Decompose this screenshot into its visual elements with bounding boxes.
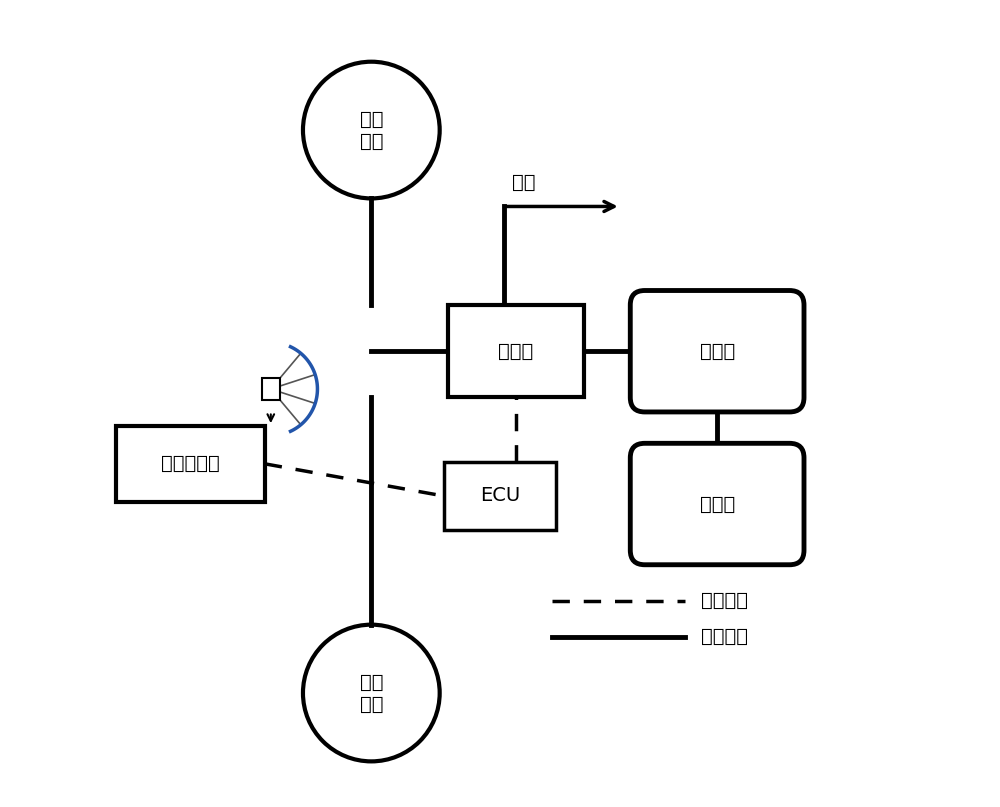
Text: 空气
弹簧: 空气 弹簧 bbox=[360, 672, 383, 713]
Text: 空气管路: 空气管路 bbox=[701, 627, 748, 646]
FancyBboxPatch shape bbox=[116, 425, 265, 502]
Text: 空气
弹簧: 空气 弹簧 bbox=[360, 110, 383, 151]
Text: 高度传感器: 高度传感器 bbox=[161, 454, 220, 474]
Text: 电气信号: 电气信号 bbox=[701, 591, 748, 610]
FancyBboxPatch shape bbox=[630, 443, 804, 565]
Text: ECU: ECU bbox=[480, 487, 520, 505]
FancyBboxPatch shape bbox=[444, 462, 556, 530]
Text: 储气筒: 储气筒 bbox=[700, 341, 735, 361]
FancyBboxPatch shape bbox=[630, 291, 804, 412]
Text: 电磁阀: 电磁阀 bbox=[498, 341, 534, 361]
FancyBboxPatch shape bbox=[448, 305, 584, 398]
Text: 空压机: 空压机 bbox=[700, 495, 735, 513]
Text: 排气: 排气 bbox=[512, 173, 536, 192]
Bar bbox=[262, 378, 280, 400]
